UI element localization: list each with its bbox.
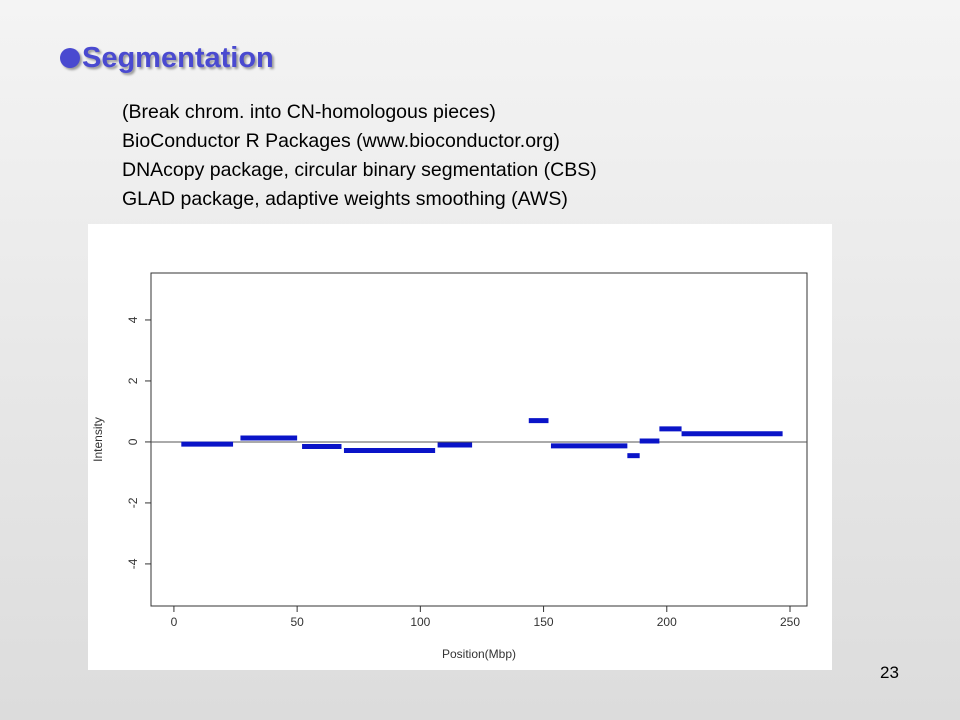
x-axis-label: Position(Mbp) — [442, 647, 516, 661]
slide-title: Segmentation — [82, 42, 274, 74]
text-line: GLAD package, adaptive weights smoothing… — [122, 188, 568, 210]
x-tick-label: 250 — [780, 615, 800, 629]
text-line: BioConductor R Packages (www.bioconducto… — [122, 130, 560, 152]
y-tick-label: -2 — [126, 497, 140, 508]
x-tick-label: 0 — [171, 615, 178, 629]
text-line: DNAcopy package, circular binary segment… — [122, 159, 597, 181]
y-axis-label: Intensity — [91, 417, 105, 462]
text-lines: (Break chrom. into CN-homologous pieces)… — [122, 98, 597, 214]
y-tick-label: -4 — [126, 558, 140, 569]
y-tick-label: 2 — [126, 377, 140, 384]
page-number: 23 — [880, 663, 899, 682]
x-tick-label: 100 — [410, 615, 430, 629]
y-tick-label: 4 — [126, 316, 140, 323]
slide-title-box: Segmentation — [60, 42, 274, 75]
x-tick-label: 200 — [657, 615, 677, 629]
x-tick-label: 50 — [290, 615, 304, 629]
x-tick-label: 150 — [534, 615, 554, 629]
text-line: (Break chrom. into CN-homologous pieces) — [122, 101, 496, 123]
y-tick-label: 0 — [126, 438, 140, 445]
bullet — [60, 48, 80, 68]
chart: 0 50 100 150 200 250 -4 -2 0 2 4 Position(Mbp) Inten… — [88, 224, 832, 670]
